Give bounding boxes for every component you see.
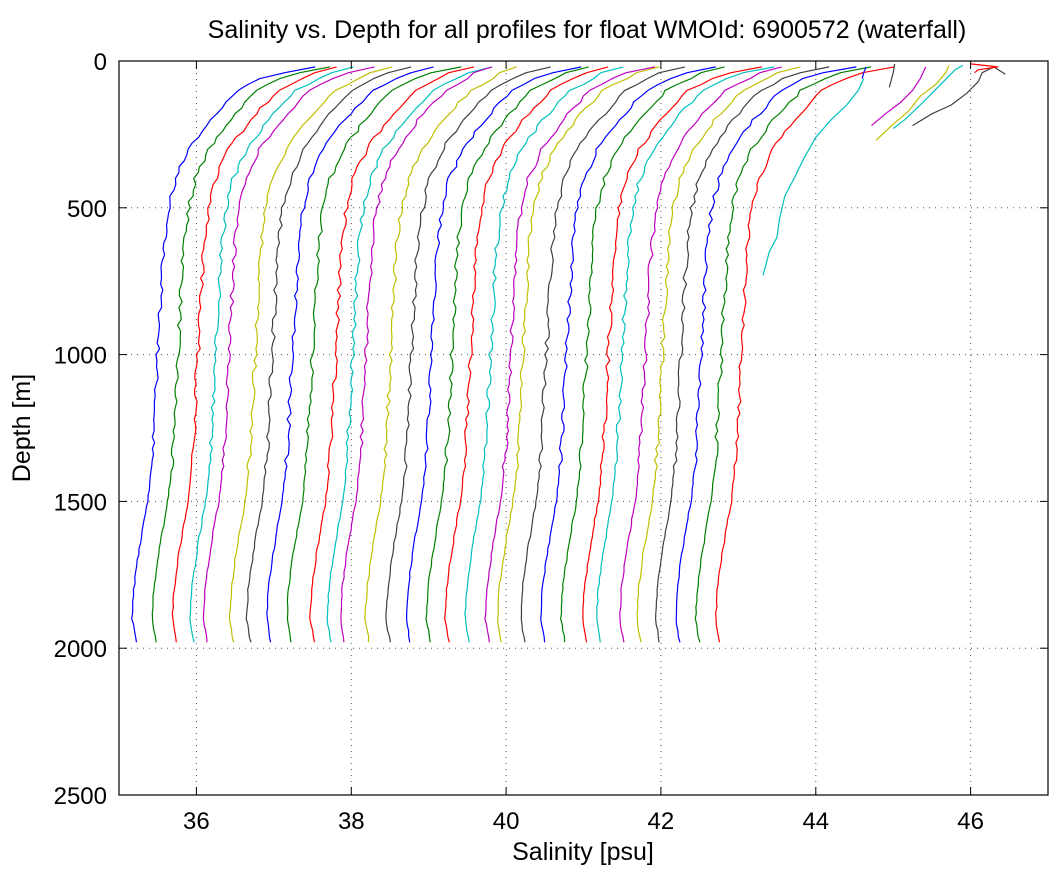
chart-title: Salinity vs. Depth for all profiles for …	[208, 16, 967, 44]
shallow-profile-line	[875, 65, 950, 141]
axis-ticks: 36 38 40 42 44 46 0 500 1000 1500 2000 2500	[54, 49, 1048, 835]
salinity-profile-line	[694, 66, 872, 643]
salinity-profile-line	[540, 66, 716, 643]
salinity-profile-line	[326, 66, 493, 643]
x-tick-label: 40	[493, 808, 520, 835]
shallow-profile-line	[871, 66, 927, 127]
shallow-profile-line	[912, 66, 1006, 127]
shallow-profile-line	[892, 64, 964, 129]
salinity-profile-line	[464, 66, 624, 643]
grid-lines	[119, 61, 1048, 795]
x-tick-label: 42	[648, 808, 675, 835]
y-tick-label: 500	[67, 196, 107, 223]
salinity-profile-line	[266, 66, 434, 643]
salinity-profile-line	[484, 66, 656, 643]
x-tick-label: 44	[802, 808, 829, 835]
x-tick-label: 46	[957, 808, 984, 835]
profiles-group	[131, 63, 1006, 643]
salinity-profile-line	[340, 66, 493, 643]
salinity-profile-line	[425, 66, 590, 643]
y-tick-label: 2000	[54, 636, 107, 663]
salinity-profile-line	[444, 66, 609, 643]
x-tick-label: 36	[183, 808, 210, 835]
salinity-profile-line	[520, 66, 686, 643]
shallow-profile-line	[762, 78, 865, 276]
y-tick-label: 2500	[54, 783, 107, 810]
x-tick-label: 38	[338, 808, 365, 835]
shallow-profile-line	[861, 66, 867, 79]
salinity-profile-line	[309, 66, 475, 643]
shallow-profile-line	[970, 63, 999, 74]
salinity-profile-line	[654, 66, 830, 643]
salinity-profile-line	[582, 66, 763, 643]
y-tick-label: 0	[94, 49, 107, 76]
x-axis-label: Salinity [psu]	[512, 838, 654, 866]
salinity-profile-line	[385, 66, 551, 643]
salinity-profile-line	[189, 66, 354, 643]
salinity-profile-line	[406, 66, 582, 643]
plot-frame	[118, 60, 1049, 796]
salinity-profile-line	[675, 66, 857, 643]
salinity-profile-line	[286, 66, 462, 643]
salinity-profile-line	[714, 66, 895, 643]
salinity-profile-line	[245, 66, 412, 643]
salinity-profile-line	[559, 66, 725, 643]
salinity-profile-line	[228, 66, 393, 643]
salinity-profile-line	[131, 66, 316, 643]
salinity-profile-line	[364, 66, 517, 643]
y-tick-label: 1500	[54, 489, 107, 516]
shallow-profile-line	[888, 63, 896, 88]
salinity-profile-line	[202, 66, 375, 643]
salinity-profile-line	[619, 66, 782, 643]
salinity-profile-line	[636, 66, 801, 643]
y-tick-label: 1000	[54, 343, 107, 370]
salinity-profile-line	[171, 66, 337, 643]
salinity-profile-line	[497, 66, 660, 643]
salinity-profile-line	[151, 66, 331, 643]
y-axis-label: Depth [m]	[8, 374, 36, 482]
salinity-profile-line	[596, 66, 775, 643]
